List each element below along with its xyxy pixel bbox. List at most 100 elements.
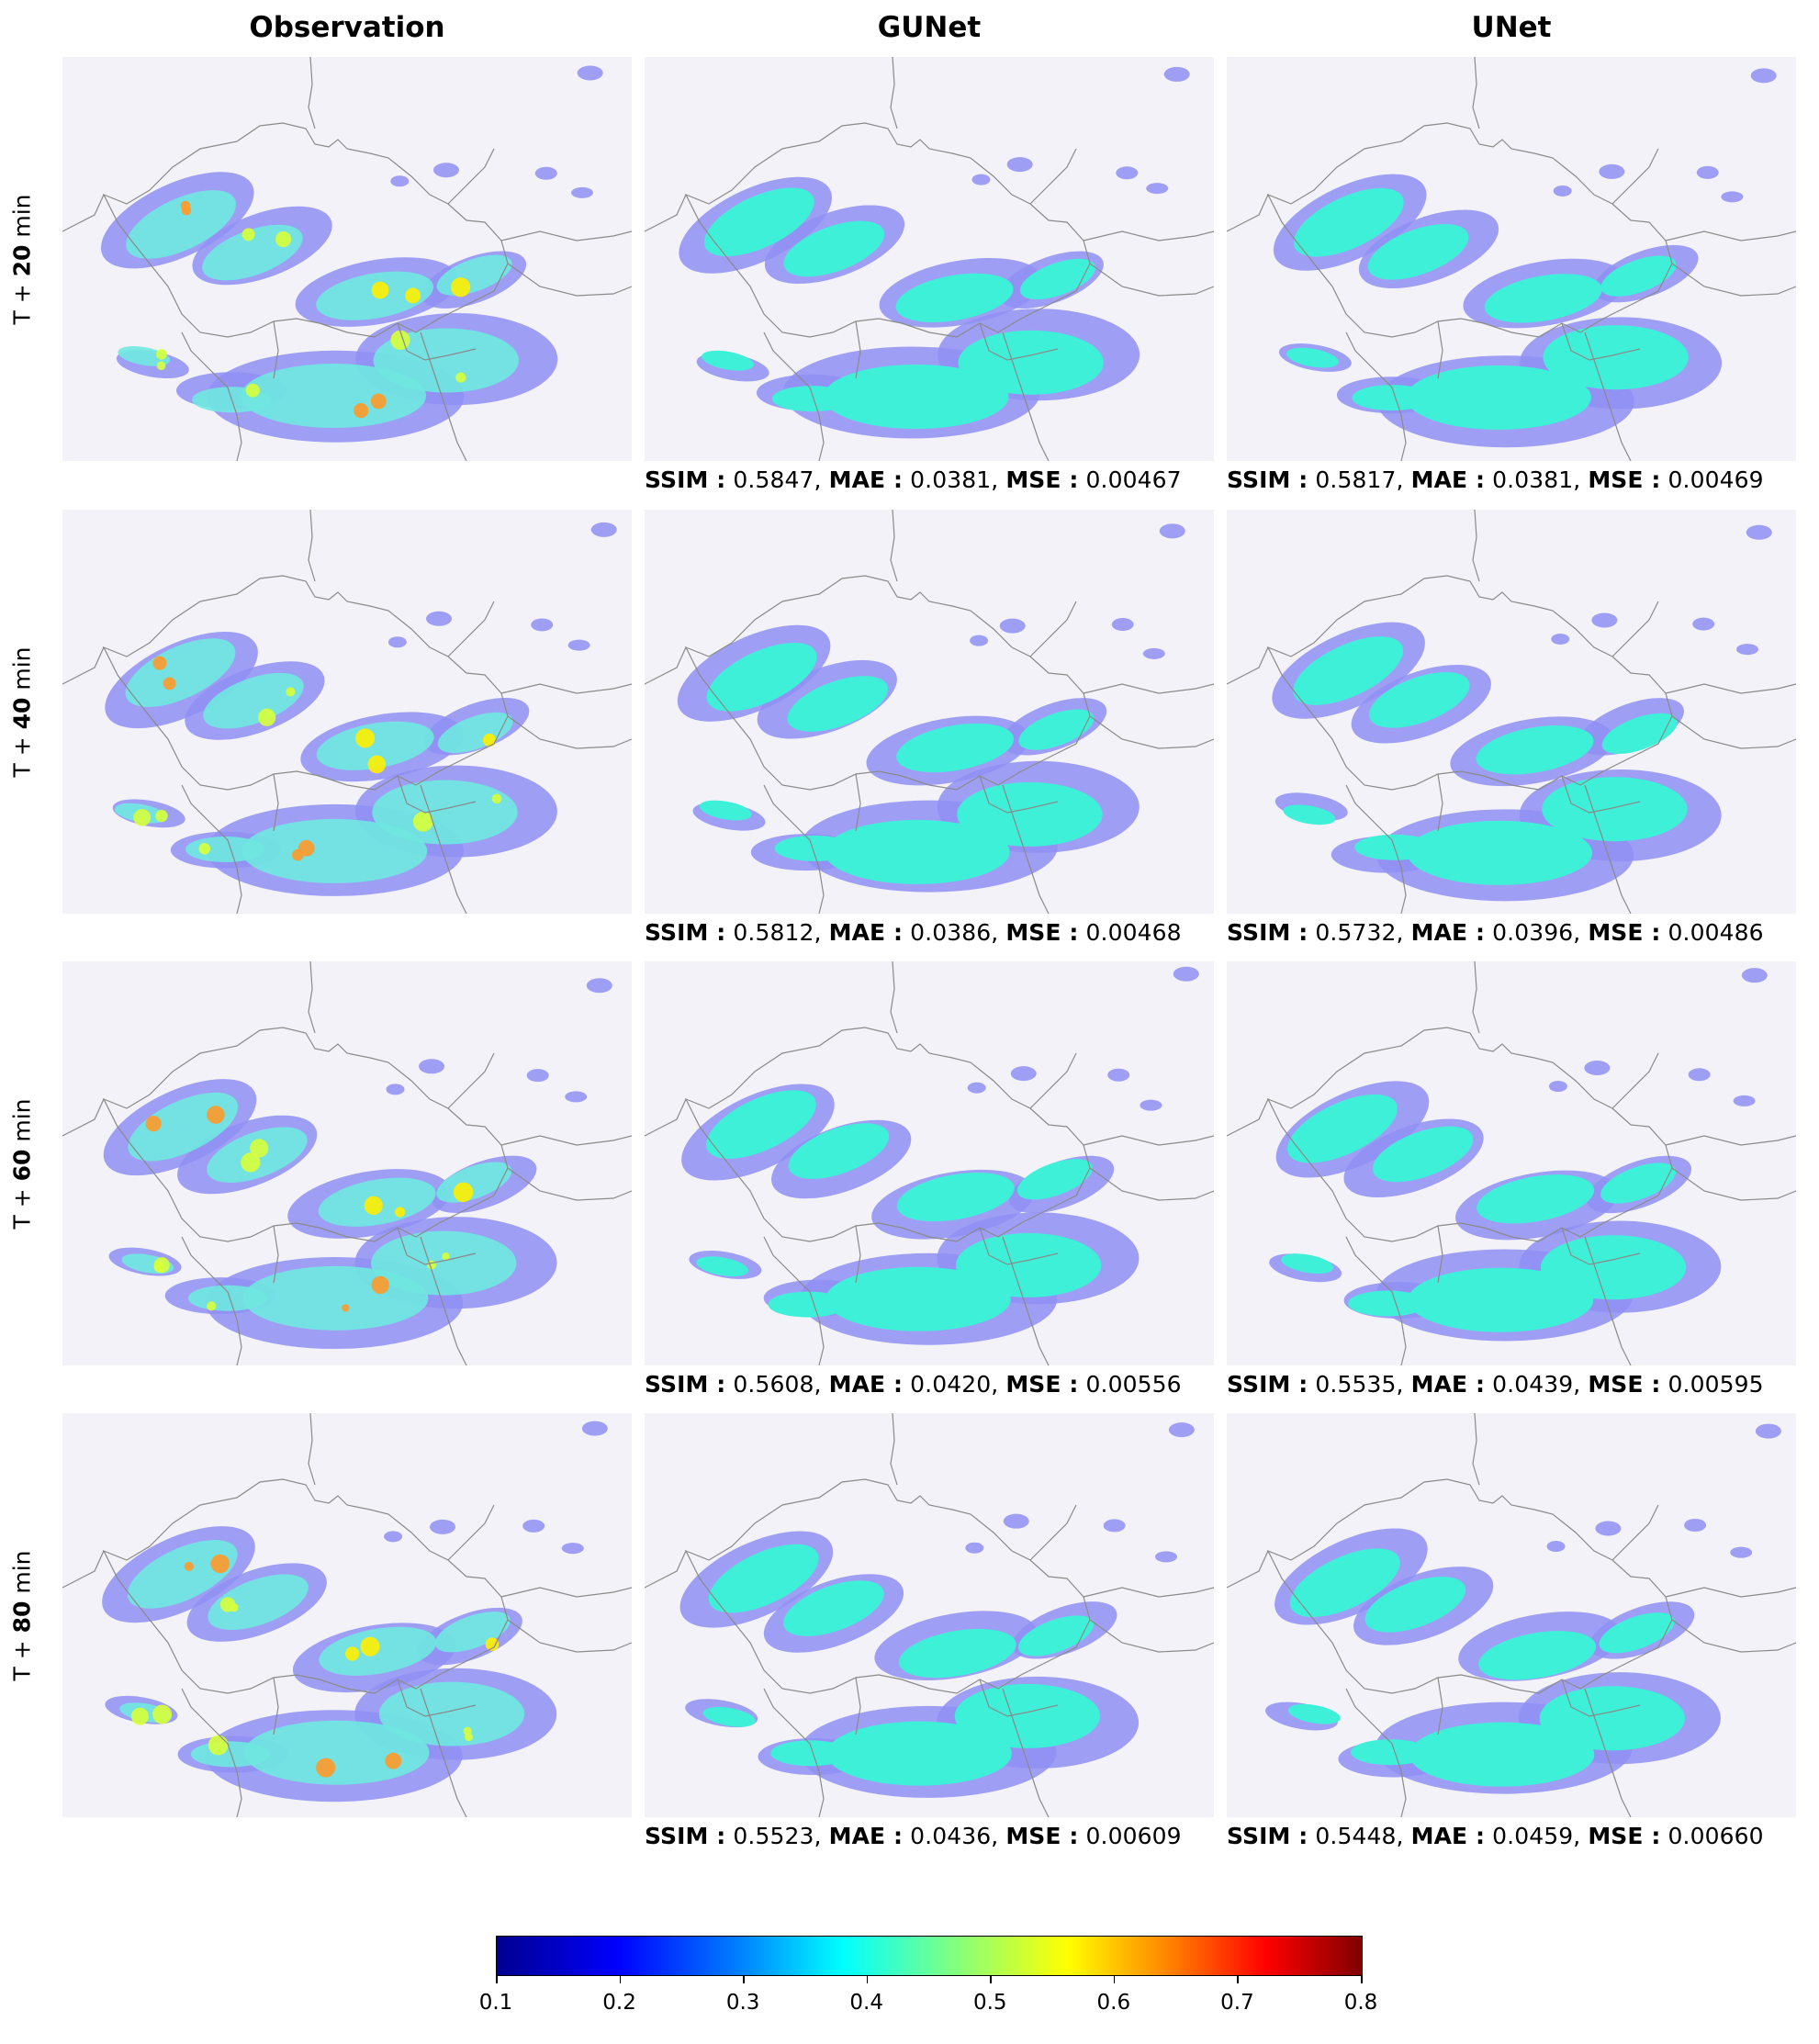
country-border	[273, 1677, 279, 1735]
country-border	[1611, 1052, 1659, 1109]
precip-intense-cell	[163, 677, 176, 691]
precip-core	[708, 1544, 819, 1613]
colorbar-tick-label: 0.5	[972, 1991, 1007, 2015]
precip-core	[185, 836, 265, 862]
observation-map-t40	[62, 510, 632, 914]
country-border	[1089, 715, 1214, 749]
precip-intense-cell	[395, 1207, 406, 1218]
country-border	[645, 1550, 687, 1589]
precip-halo	[390, 175, 410, 187]
precip-halo	[1546, 1541, 1566, 1553]
precip-intense-cell	[442, 1252, 450, 1261]
precip-intense-cell	[355, 728, 376, 748]
precip-halo	[1688, 1068, 1711, 1082]
precip-intense-cell	[152, 1704, 173, 1724]
precip-core	[1542, 777, 1688, 842]
precip-core	[1408, 1267, 1594, 1332]
metrics-unet-t80: SSIM : 0.5448, MAE : 0.0459, MSE : 0.006…	[1227, 1823, 1764, 1849]
country-border	[1472, 1413, 1480, 1486]
precip-halo	[1599, 163, 1625, 179]
precip-halo	[534, 166, 557, 180]
colorbar-tick-label: 0.3	[725, 1991, 760, 2015]
country-border	[855, 320, 861, 379]
precip-core	[242, 1265, 429, 1331]
country-border	[507, 1619, 632, 1653]
precip-core	[190, 1741, 271, 1768]
precip-core	[770, 1740, 850, 1767]
precip-core	[1281, 1253, 1334, 1275]
precip-core	[1287, 1094, 1398, 1163]
precip-halo	[386, 1084, 405, 1095]
precip-intense-cell	[130, 1707, 149, 1725]
observation-map-t80	[62, 1413, 632, 1817]
precip-halo	[1003, 1513, 1029, 1529]
precip-intense-cell	[156, 349, 167, 360]
country-border	[890, 1413, 898, 1486]
country-border	[763, 331, 825, 461]
precip-halo	[1750, 68, 1777, 84]
precip-halo	[1548, 1081, 1567, 1093]
unet-map-t40	[1227, 510, 1796, 914]
precip-intense-cell	[152, 656, 167, 670]
precip-intense-cell	[455, 372, 466, 383]
metrics-gunet-t40: SSIM : 0.5812, MAE : 0.0386, MSE : 0.004…	[645, 919, 1182, 946]
gunet-map-t20	[645, 57, 1214, 461]
precip-halo	[419, 1059, 445, 1074]
observation-map-t60	[62, 961, 632, 1365]
precip-core	[826, 1721, 1012, 1786]
country-border	[890, 57, 898, 129]
precip-core	[1543, 325, 1689, 390]
precip-core	[118, 346, 171, 366]
country-border	[1083, 1135, 1214, 1146]
country-border	[1472, 510, 1480, 582]
country-border	[1671, 263, 1796, 297]
precip-core	[316, 721, 434, 770]
precip-core	[825, 1266, 1011, 1331]
country-border	[62, 1550, 105, 1589]
colorbar-tick	[866, 1976, 869, 1983]
precip-halo	[1684, 1518, 1707, 1532]
country-border	[1345, 1236, 1407, 1365]
precip-core	[702, 1706, 756, 1727]
precip-halo	[970, 635, 989, 646]
precip-intense-cell	[145, 1116, 162, 1132]
country-border	[1611, 1504, 1659, 1561]
radar-map	[62, 510, 632, 914]
precip-core	[895, 273, 1014, 323]
precip-core	[1018, 709, 1095, 750]
country-border	[447, 148, 495, 205]
precip-intense-cell	[451, 277, 471, 298]
precip-halo	[586, 978, 612, 994]
precip-core	[1293, 636, 1404, 705]
precip-core	[774, 835, 855, 861]
precip-halo	[967, 1082, 986, 1094]
precip-halo	[1163, 66, 1190, 82]
precip-core	[896, 1172, 1015, 1222]
precip-halo	[1551, 633, 1570, 645]
precip-intense-cell	[291, 848, 304, 861]
precip-core	[203, 672, 304, 729]
country-border	[1029, 1504, 1077, 1561]
colorbar-tick	[990, 1976, 992, 1983]
precip-core	[1286, 347, 1339, 368]
radar-map	[62, 1413, 632, 1817]
country-border	[500, 230, 632, 241]
country-border	[890, 510, 898, 582]
precip-core	[208, 1574, 309, 1631]
precip-halo	[531, 618, 554, 632]
colorbar-tick-label: 0.7	[1220, 1991, 1254, 2015]
country-border	[1584, 331, 1632, 461]
country-border	[1671, 715, 1796, 749]
colorbar-tick	[1237, 1976, 1239, 1983]
precip-halo	[1755, 1423, 1781, 1439]
country-border	[1029, 148, 1077, 205]
row-label-t80: T + 80 min	[8, 1549, 36, 1681]
precip-core	[788, 1123, 890, 1179]
country-border	[1227, 1098, 1269, 1137]
precip-halo	[1692, 617, 1715, 631]
country-border	[1083, 1587, 1214, 1598]
precip-halo	[1730, 1546, 1753, 1558]
precip-core	[771, 386, 852, 412]
country-border	[62, 194, 105, 232]
precip-core	[1367, 223, 1469, 280]
